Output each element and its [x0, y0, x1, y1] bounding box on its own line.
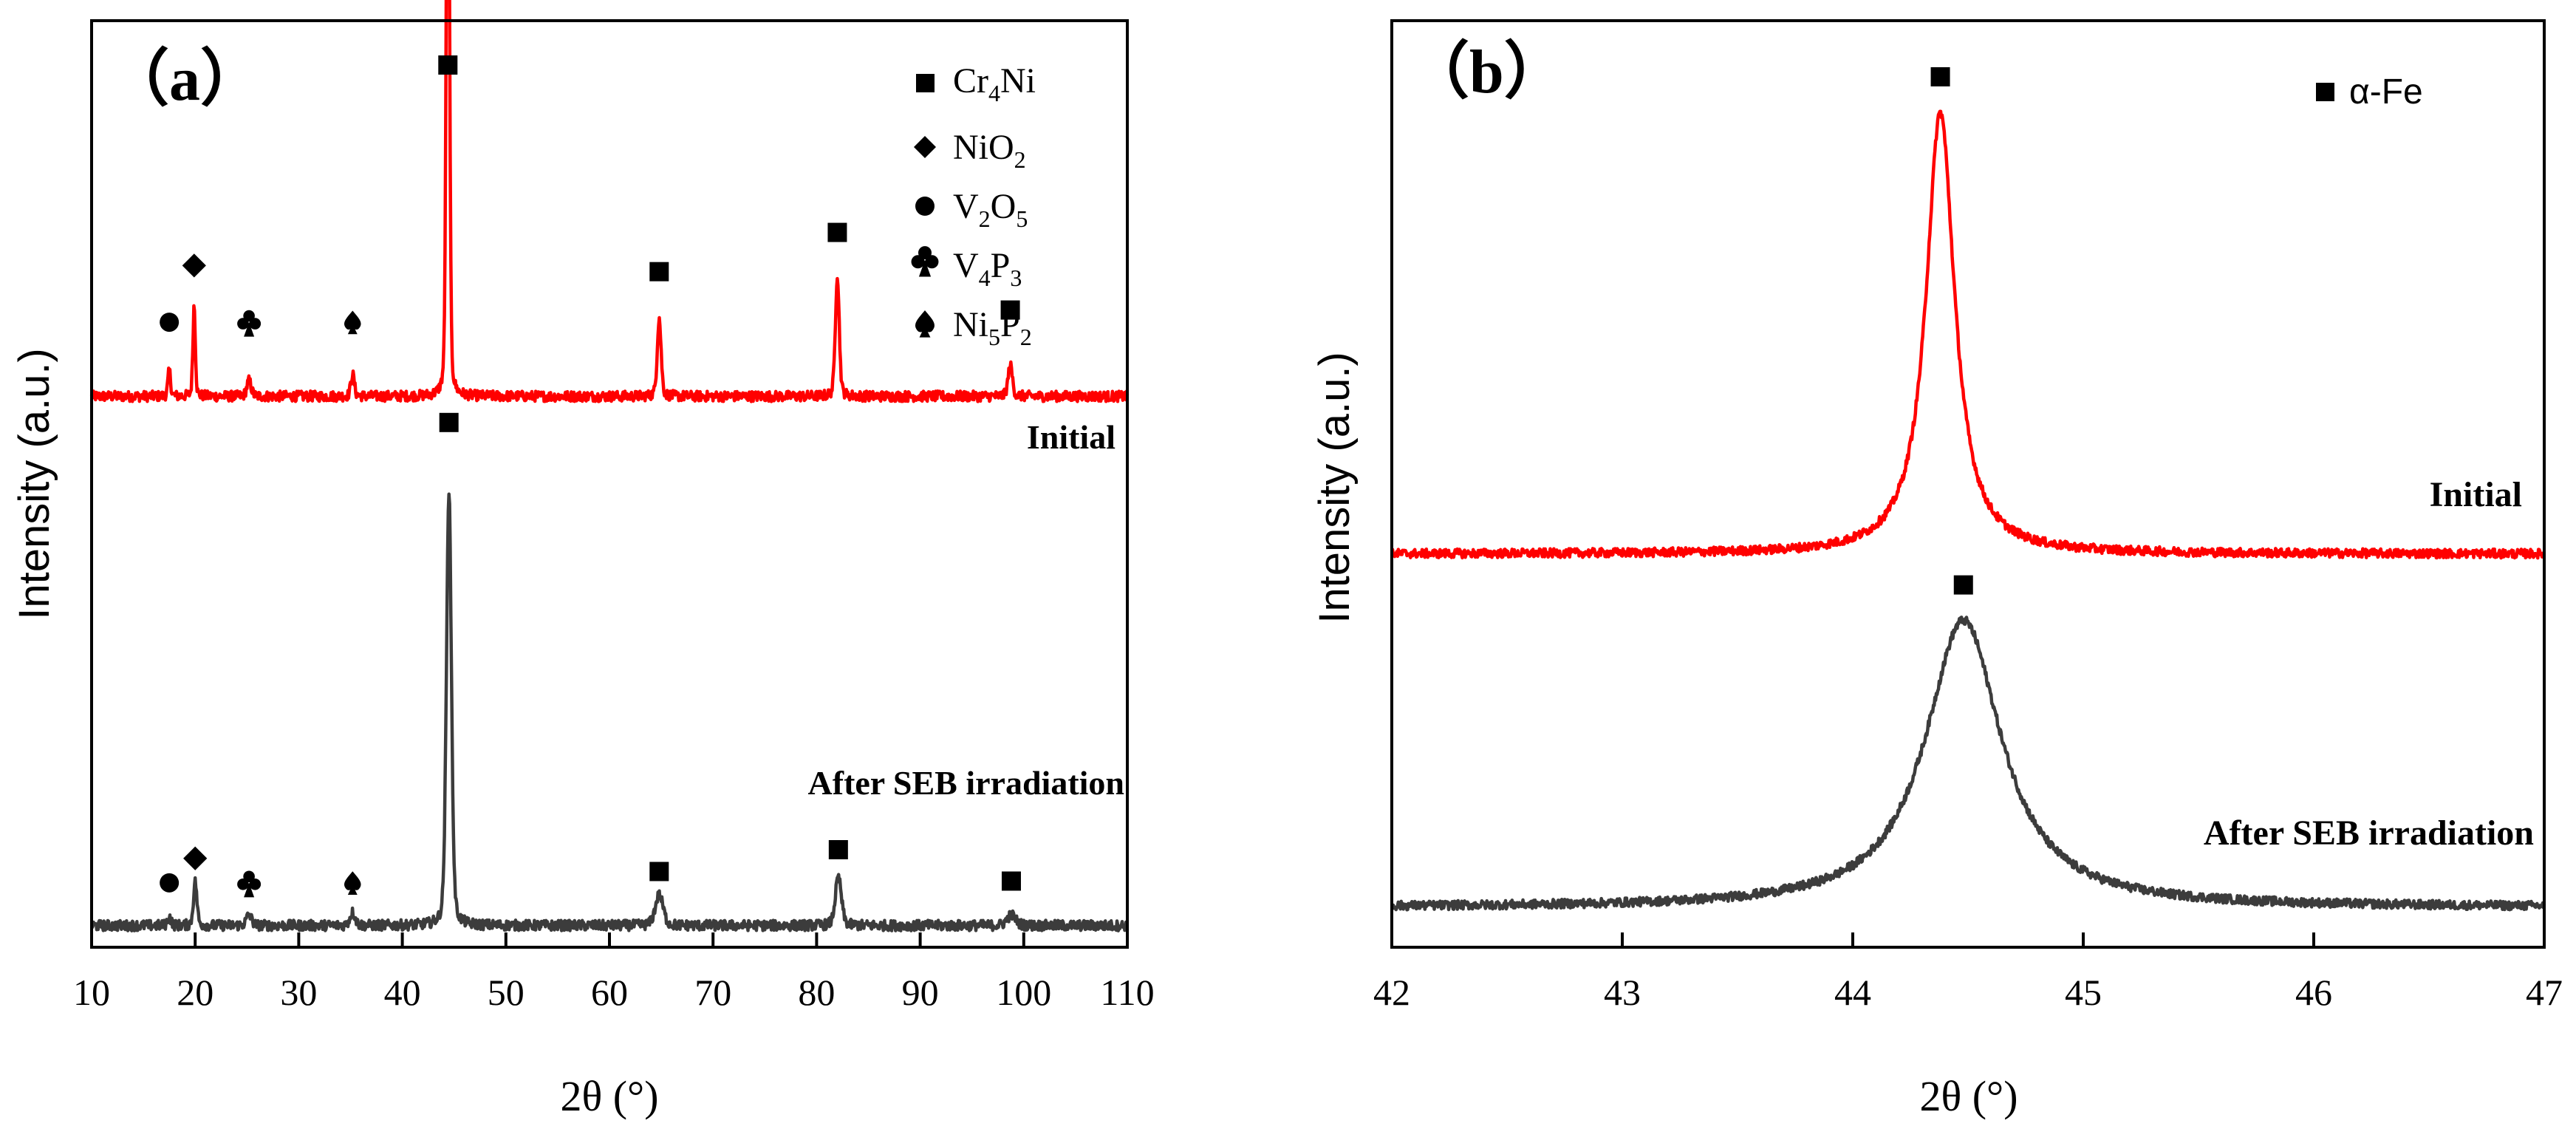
- legend-label-ni5p2: Ni5P2: [953, 305, 1032, 350]
- panel-a-x-tick-label: 10: [73, 972, 110, 1013]
- panel-a-peak-marker-square: [439, 412, 459, 432]
- panel-b-legend: α-Fe: [2316, 72, 2423, 112]
- panel-b-x-tick-label: 43: [1604, 972, 1641, 1013]
- panel-a-peak-marker-club: [237, 310, 262, 337]
- panel-a-x-ticks: 10 20 30 40 50 60 70 80 90 100 110: [73, 932, 1155, 1013]
- panel-a-peak-marker-square: [1000, 300, 1020, 320]
- panel-a-x-tick-label: 20: [177, 972, 213, 1013]
- panel-a-peak-marker-diamond: [183, 846, 208, 870]
- legend-marker-square: [916, 74, 935, 92]
- panel-a-legend: Cr4Ni NiO2 V2O5 V4P3 Ni5P2: [911, 61, 1036, 350]
- panel-a-peak-marker-circle: [160, 873, 180, 893]
- panel-a-peak-marker-square: [649, 262, 669, 282]
- panel-b-x-tick-label: 47: [2526, 972, 2563, 1013]
- panel-a-x-tick-label: 60: [591, 972, 628, 1013]
- panel-b-series-label-after: After SEB irradiation: [2204, 814, 2534, 853]
- spade-icon: [915, 310, 935, 338]
- panel-a-label: （a）: [107, 45, 262, 114]
- panel-b-series-line-after: [1390, 615, 2546, 912]
- panel-a-x-tick-label: 100: [996, 972, 1051, 1013]
- panel-b-x-ticks: 42 43 44 45 46 47: [1373, 932, 2563, 1013]
- panel-b: 42 43 44 45 46 47 （b） α-Fe Initial After SEB …: [1311, 19, 2563, 1120]
- panel-b-series-line-initial: [1390, 109, 2546, 560]
- panel-a-x-tick-label: 80: [798, 972, 835, 1013]
- panel-b-x-tick-label: 44: [1834, 972, 1871, 1013]
- panel-a-peak-marker-spade: [344, 871, 361, 895]
- panel-b-x-tick-label: 46: [2295, 972, 2332, 1013]
- panel-b-peak-marker-square: [1930, 66, 1950, 86]
- legend-label-nio2: NiO2: [953, 128, 1026, 173]
- panel-b-x-tick-label: 42: [1373, 972, 1410, 1013]
- legend-label-v2o5: V2O5: [953, 187, 1028, 232]
- legend-marker-spade: [915, 310, 935, 338]
- panel-b-label: （b）: [1407, 38, 1566, 106]
- legend-marker-club: [911, 246, 939, 277]
- panel-a-peak-marker-spade: [344, 310, 361, 335]
- panel-b-x-tick-label: 45: [2065, 972, 2102, 1013]
- panel-a-x-tick-label: 90: [902, 972, 939, 1013]
- panel-a-peak-marker-square: [1001, 871, 1021, 891]
- panel-a-series-line-after: [89, 492, 1130, 932]
- panel-b-plot-area: [1390, 66, 2546, 912]
- panel-a: 10 20 30 40 50 60 70 80 90 100 110 （a） Cr4Ni NiO2 …: [10, 0, 1155, 1120]
- panel-b-peak-marker-square: [1953, 575, 1973, 595]
- panel-a-plot-area: [89, 0, 1130, 932]
- panel-a-y-axis-title: Intensity (a.u.): [10, 348, 58, 619]
- legend-label-alpha-fe: α-Fe: [2349, 72, 2423, 112]
- panel-b-series-label-initial: Initial: [2430, 475, 2522, 514]
- legend-label-cr4ni: Cr4Ni: [953, 61, 1036, 106]
- panel-b-y-axis-title: Intensity (a.u.): [1311, 352, 1359, 623]
- legend-marker-diamond: [914, 136, 936, 158]
- panel-a-x-tick-label: 50: [488, 972, 525, 1013]
- panel-a-peak-marker-circle: [160, 313, 180, 332]
- panel-a-x-axis-title: 2θ (°): [560, 1072, 658, 1120]
- panel-a-series-label-after: After SEB irradiation: [808, 764, 1124, 802]
- panel-a-series-line-initial: [89, 0, 1130, 403]
- legend-marker-circle: [915, 197, 935, 216]
- panel-b-axes-frame: [1390, 19, 2546, 949]
- panel-a-x-tick-label: 110: [1100, 972, 1154, 1013]
- legend-marker-square: [2316, 83, 2334, 101]
- panel-a-peak-marker-square: [828, 840, 848, 859]
- club-icon: [911, 246, 939, 277]
- panel-a-peak-marker-square: [827, 222, 847, 242]
- panel-a-peak-marker-diamond: [182, 253, 206, 278]
- panel-a-x-tick-label: 30: [280, 972, 317, 1013]
- panel-a-peak-marker-club: [237, 870, 262, 898]
- panel-b-x-axis-title: 2θ (°): [1919, 1072, 2018, 1120]
- legend-label-v4p3: V4P3: [953, 246, 1022, 291]
- panel-a-x-tick-label: 40: [384, 972, 421, 1013]
- panel-a-x-tick-label: 70: [694, 972, 731, 1013]
- panel-a-series-label-initial: Initial: [1027, 418, 1116, 456]
- panel-a-peak-marker-square: [438, 55, 458, 75]
- panel-a-peak-marker-square: [649, 862, 669, 881]
